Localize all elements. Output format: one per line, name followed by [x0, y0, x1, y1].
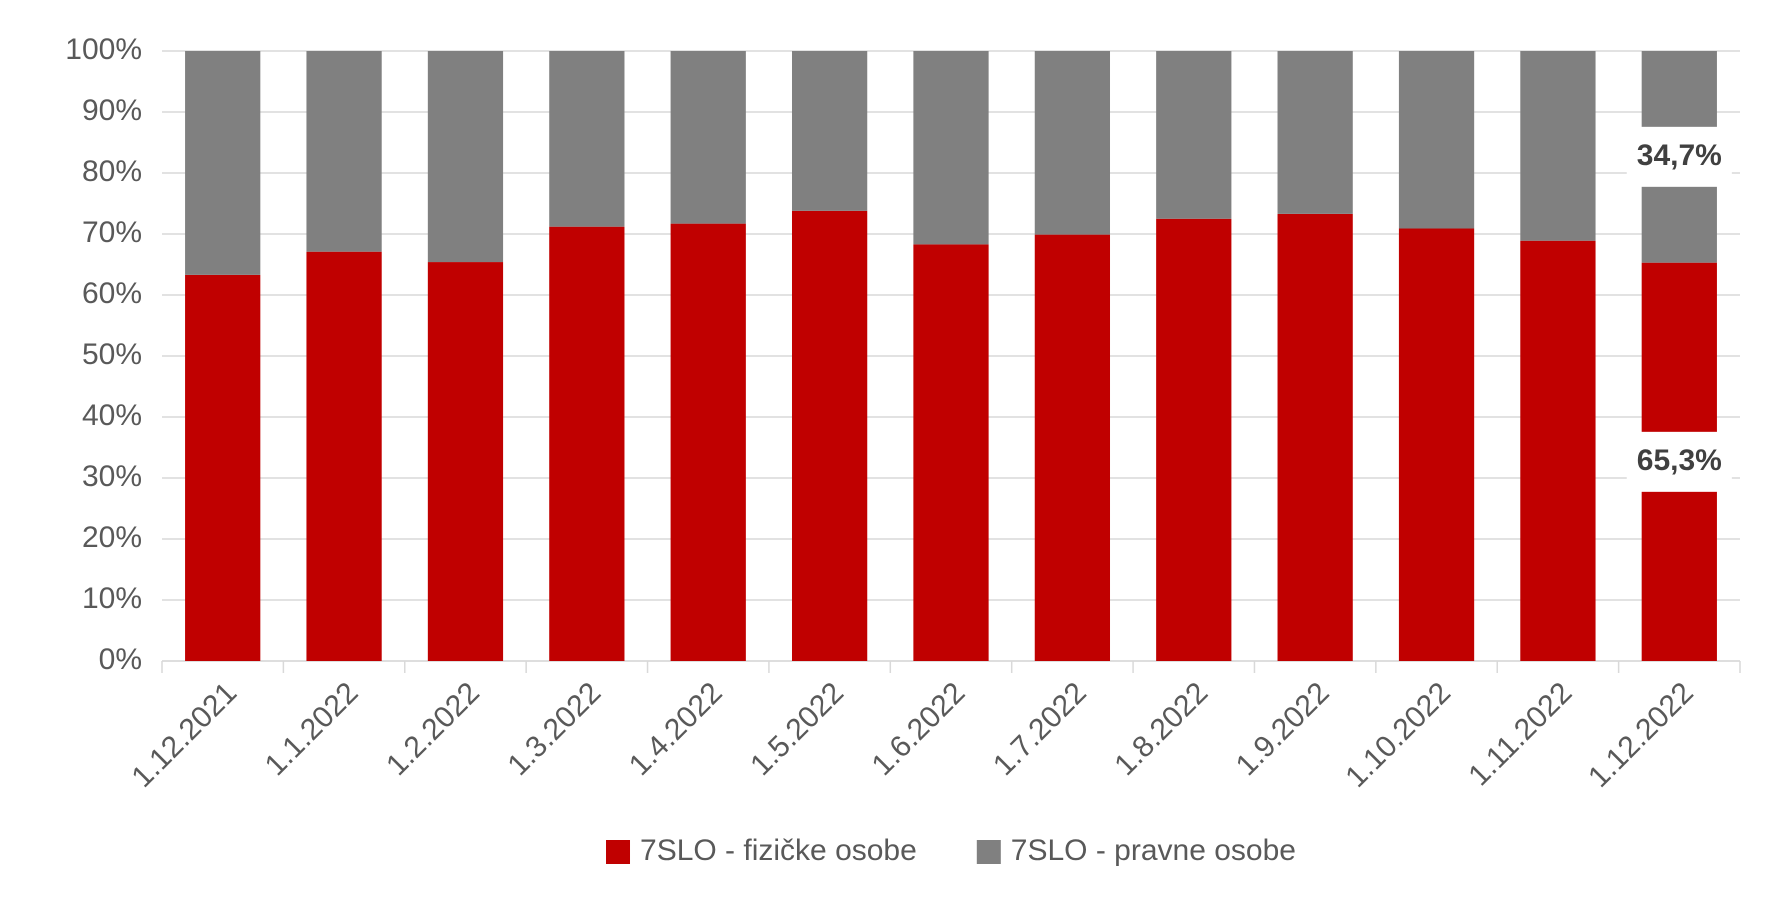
x-tick-label: 1.7.2022 [987, 676, 1093, 782]
value-label: 65,3% [1637, 444, 1722, 477]
x-tick-label: 1.8.2022 [1108, 676, 1214, 782]
y-tick-label: 30% [82, 460, 142, 493]
value-label-bg [1626, 126, 1732, 187]
x-tick-label: 1.2.2022 [380, 676, 486, 782]
bar-segment [1398, 51, 1475, 229]
bar-segment [670, 51, 746, 224]
bar-segment [791, 210, 868, 661]
x-tick-label: 1.12.2022 [1582, 676, 1700, 794]
bar-segment [1520, 51, 1596, 241]
x-tick-label: 1.11.2022 [1462, 676, 1578, 792]
bar-segment [549, 226, 625, 661]
y-tick-label: 100% [65, 33, 142, 66]
y-tick-label: 10% [82, 582, 142, 615]
bar-segment [427, 51, 504, 263]
y-tick-label: 50% [82, 338, 142, 371]
x-tick-label: 1.1.2022 [259, 676, 365, 782]
bar-segment [306, 251, 382, 661]
y-tick-label: 20% [82, 521, 142, 554]
legend: 7SLO - fizičke osobe 7SLO - pravne osobe [606, 834, 1296, 867]
x-tick-label: 1.3.2022 [501, 676, 607, 782]
x-tick-label: 1.10.2022 [1339, 676, 1457, 794]
y-tick-label: 0% [99, 643, 142, 676]
bar-segment [306, 51, 382, 252]
bar-segment [1156, 218, 1232, 661]
value-label: 34,7% [1637, 139, 1722, 172]
bar-segment [1277, 51, 1353, 214]
bar-segment [1277, 213, 1353, 661]
bar-segment [185, 51, 261, 275]
legend-label: 7SLO - fizičke osobe [640, 834, 917, 867]
x-tick-label: 1.9.2022 [1230, 676, 1336, 782]
bar-segment [1520, 240, 1596, 661]
value-label-bg [1626, 431, 1732, 492]
bar-segment [913, 51, 989, 245]
bar-segment [791, 51, 868, 211]
x-tick-label: 1.4.2022 [623, 676, 729, 782]
x-tick-label: 1.6.2022 [866, 676, 972, 782]
y-tick-label: 70% [82, 216, 142, 249]
bar-segment [913, 244, 989, 661]
bar-segment [670, 223, 746, 661]
bar-segment [549, 51, 625, 227]
x-tick-label: 1.12.2021 [126, 676, 244, 794]
bar-segment [427, 262, 504, 661]
bar-segment [1156, 51, 1232, 219]
y-tick-label: 60% [82, 277, 142, 310]
bar-segment [1398, 228, 1475, 661]
legend-swatch [606, 840, 631, 864]
legend-swatch [976, 840, 1001, 864]
y-tick-label: 90% [82, 94, 142, 127]
y-tick-label: 40% [82, 399, 142, 432]
y-tick-label: 80% [82, 155, 142, 188]
bar-segment [185, 274, 261, 661]
bar-segment [1034, 51, 1111, 235]
bar-segment [1034, 234, 1111, 662]
x-tick-label: 1.5.2022 [744, 676, 850, 782]
legend-label: 7SLO - pravne osobe [1011, 834, 1296, 867]
